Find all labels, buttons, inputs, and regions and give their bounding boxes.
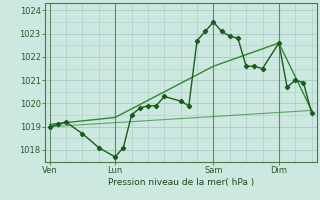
X-axis label: Pression niveau de la mer( hPa ): Pression niveau de la mer( hPa ) bbox=[108, 178, 254, 187]
